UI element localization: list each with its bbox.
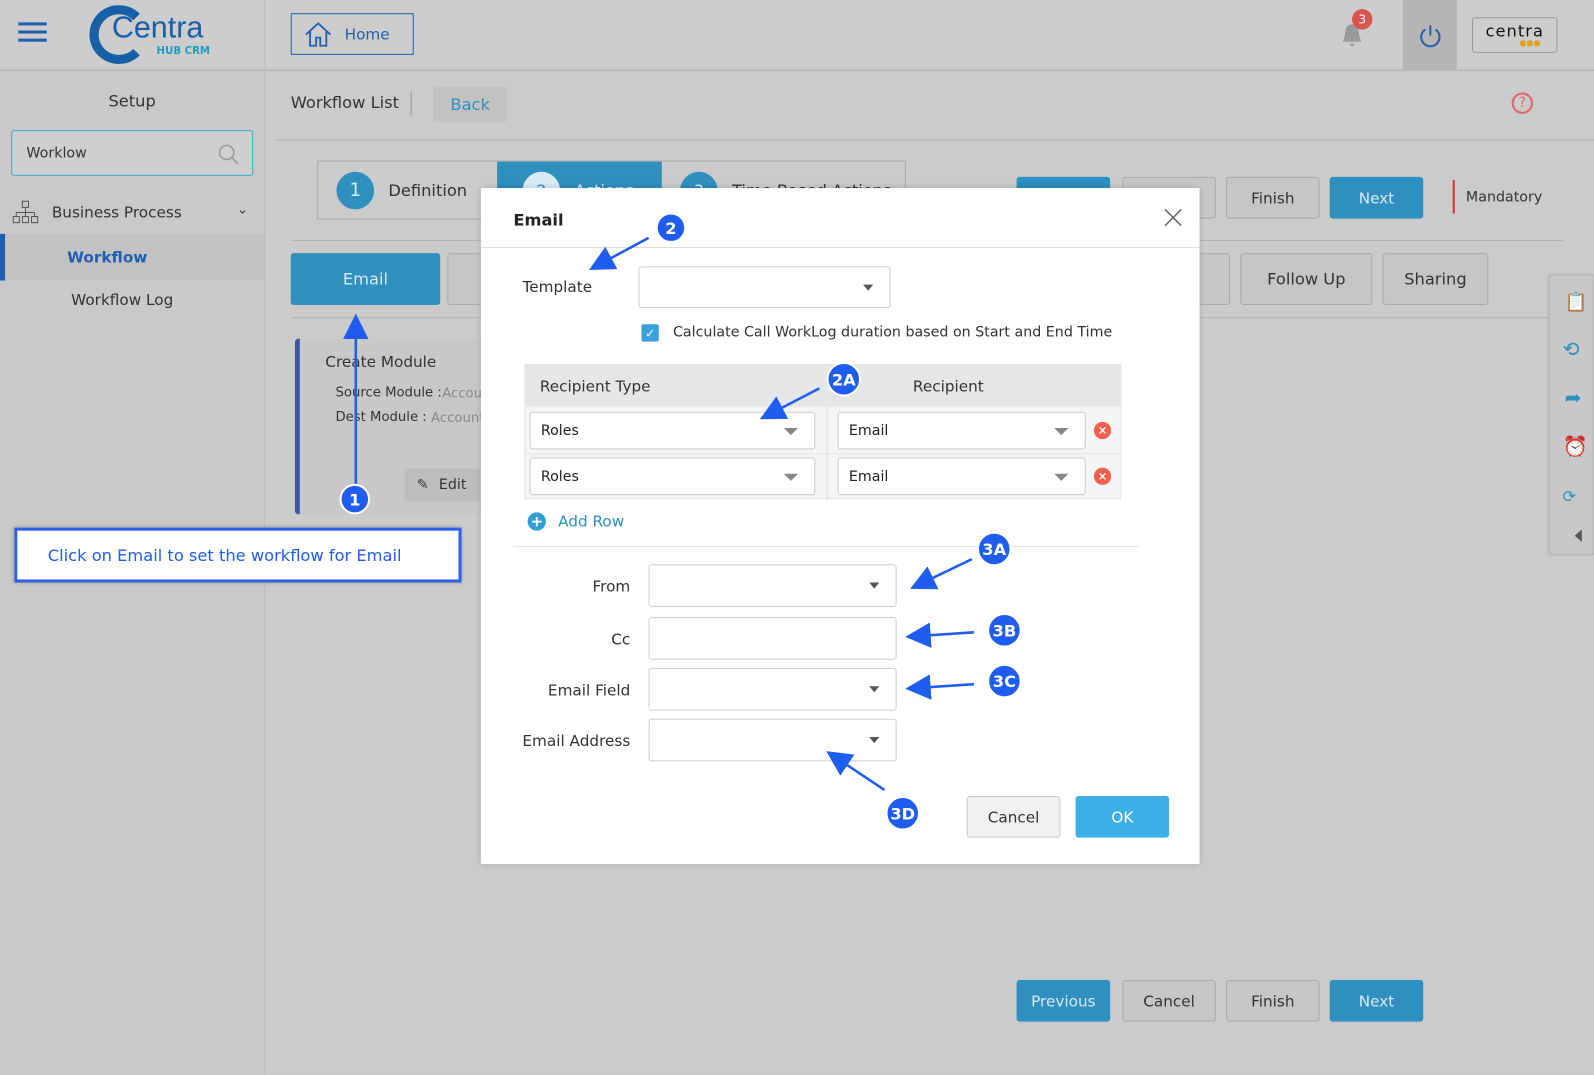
arrow-3a: [910, 557, 973, 590]
clipboard-check-icon[interactable]: 📋: [1564, 291, 1588, 314]
360-view-icon[interactable]: ⟳: [1562, 486, 1577, 507]
recipient-select[interactable]: Email: [837, 457, 1086, 496]
tab-email[interactable]: Email: [290, 253, 441, 305]
step-marker-2: 2: [655, 212, 687, 243]
alarm-clock-icon[interactable]: ⏰: [1562, 434, 1588, 459]
hamburger-menu-icon[interactable]: [18, 22, 47, 42]
power-button[interactable]: [1402, 0, 1457, 71]
email-address-select[interactable]: [648, 718, 897, 762]
next-button-top[interactable]: Next: [1329, 176, 1424, 219]
chevron-down-icon: ⌄: [236, 202, 249, 218]
sidebar-title: Setup: [108, 91, 156, 111]
tab-follow-up[interactable]: Follow Up: [1240, 253, 1373, 305]
from-select[interactable]: [648, 564, 897, 607]
arrow-3b: [905, 622, 974, 648]
notifications-bell-icon[interactable]: 3: [1341, 9, 1373, 52]
plus-circle-icon: +: [527, 512, 546, 531]
column-header-recipient: Recipient: [912, 377, 984, 396]
template-select[interactable]: [638, 266, 891, 309]
share-arrow-icon[interactable]: ➦: [1564, 385, 1582, 410]
step-marker-3b: 3B: [987, 613, 1022, 648]
mandatory-label: Mandatory: [1465, 189, 1543, 206]
search-icon[interactable]: [218, 143, 240, 165]
annotation-callout: Click on Email to set the workflow for E…: [14, 527, 462, 583]
history-icon[interactable]: ⟲: [1562, 336, 1580, 361]
centra-brand-logo[interactable]: centra ●●●: [1472, 17, 1558, 53]
previous-button[interactable]: Previous: [1016, 980, 1111, 1022]
modal-ok-button[interactable]: OK: [1075, 795, 1170, 838]
notification-badge: 3: [1352, 9, 1373, 30]
step-marker-1: 1: [339, 483, 371, 515]
right-tool-panel: 📋 ⟲ ➦ ⏰ ⟳: [1549, 274, 1594, 556]
back-button[interactable]: Back: [433, 86, 508, 122]
sidebar-item-workflow[interactable]: Workflow: [0, 233, 265, 281]
step-marker-3c: 3C: [987, 663, 1022, 699]
power-icon: [1419, 24, 1440, 47]
tab-sharing[interactable]: Sharing: [1382, 253, 1489, 305]
collapse-left-icon[interactable]: [1574, 529, 1582, 542]
add-row-button[interactable]: + Add Row: [527, 512, 624, 531]
cancel-button[interactable]: Cancel: [1122, 980, 1216, 1022]
arrow-3d: [826, 751, 886, 791]
column-header-recipient-type: Recipient Type: [539, 377, 651, 396]
remove-row-icon[interactable]: ×: [1093, 467, 1112, 485]
email-field-select[interactable]: [648, 667, 897, 711]
step-marker-2a: 2A: [826, 361, 862, 397]
breadcrumb: Workflow List: [290, 92, 400, 112]
step-marker-3d: 3D: [885, 795, 921, 831]
close-icon[interactable]: [1164, 208, 1182, 227]
next-button[interactable]: Next: [1329, 980, 1424, 1022]
help-icon[interactable]: ?: [1511, 92, 1534, 114]
centra-logo[interactable]: Centra HUB CRM: [89, 3, 211, 65]
step-definition[interactable]: 1 Definition: [318, 162, 497, 219]
home-icon: [305, 21, 332, 47]
arrow-2: [589, 236, 650, 270]
sidebar-item-workflow-log[interactable]: Workflow Log: [71, 290, 174, 310]
home-button[interactable]: Home: [290, 13, 414, 55]
sidebar-item-business-process[interactable]: Business Process ⌄: [0, 193, 264, 232]
modal-title: Email: [513, 210, 564, 230]
recipient-type-select[interactable]: Roles: [529, 411, 816, 450]
worklog-duration-checkbox[interactable]: ✓: [641, 324, 659, 342]
pencil-icon: ✎: [416, 476, 429, 494]
cc-input[interactable]: [648, 617, 897, 660]
arrow-2a: [759, 387, 820, 420]
recipient-type-select[interactable]: Roles: [529, 457, 816, 496]
recipient-table: Recipient Type Recipient Roles Email × R…: [524, 363, 1122, 501]
modal-cancel-button[interactable]: Cancel: [966, 795, 1061, 838]
top-bar: Centra HUB CRM Home 3 centra ●●●: [0, 0, 1594, 72]
sidebar-search-input[interactable]: Worklow: [11, 130, 254, 176]
hierarchy-icon: [12, 200, 39, 224]
finish-button[interactable]: Finish: [1226, 980, 1320, 1022]
remove-row-icon[interactable]: ×: [1093, 421, 1112, 440]
step-marker-3a: 3A: [976, 531, 1012, 567]
recipient-select[interactable]: Email: [837, 411, 1086, 450]
arrow-3c: [905, 674, 974, 700]
finish-button-top[interactable]: Finish: [1226, 176, 1320, 219]
